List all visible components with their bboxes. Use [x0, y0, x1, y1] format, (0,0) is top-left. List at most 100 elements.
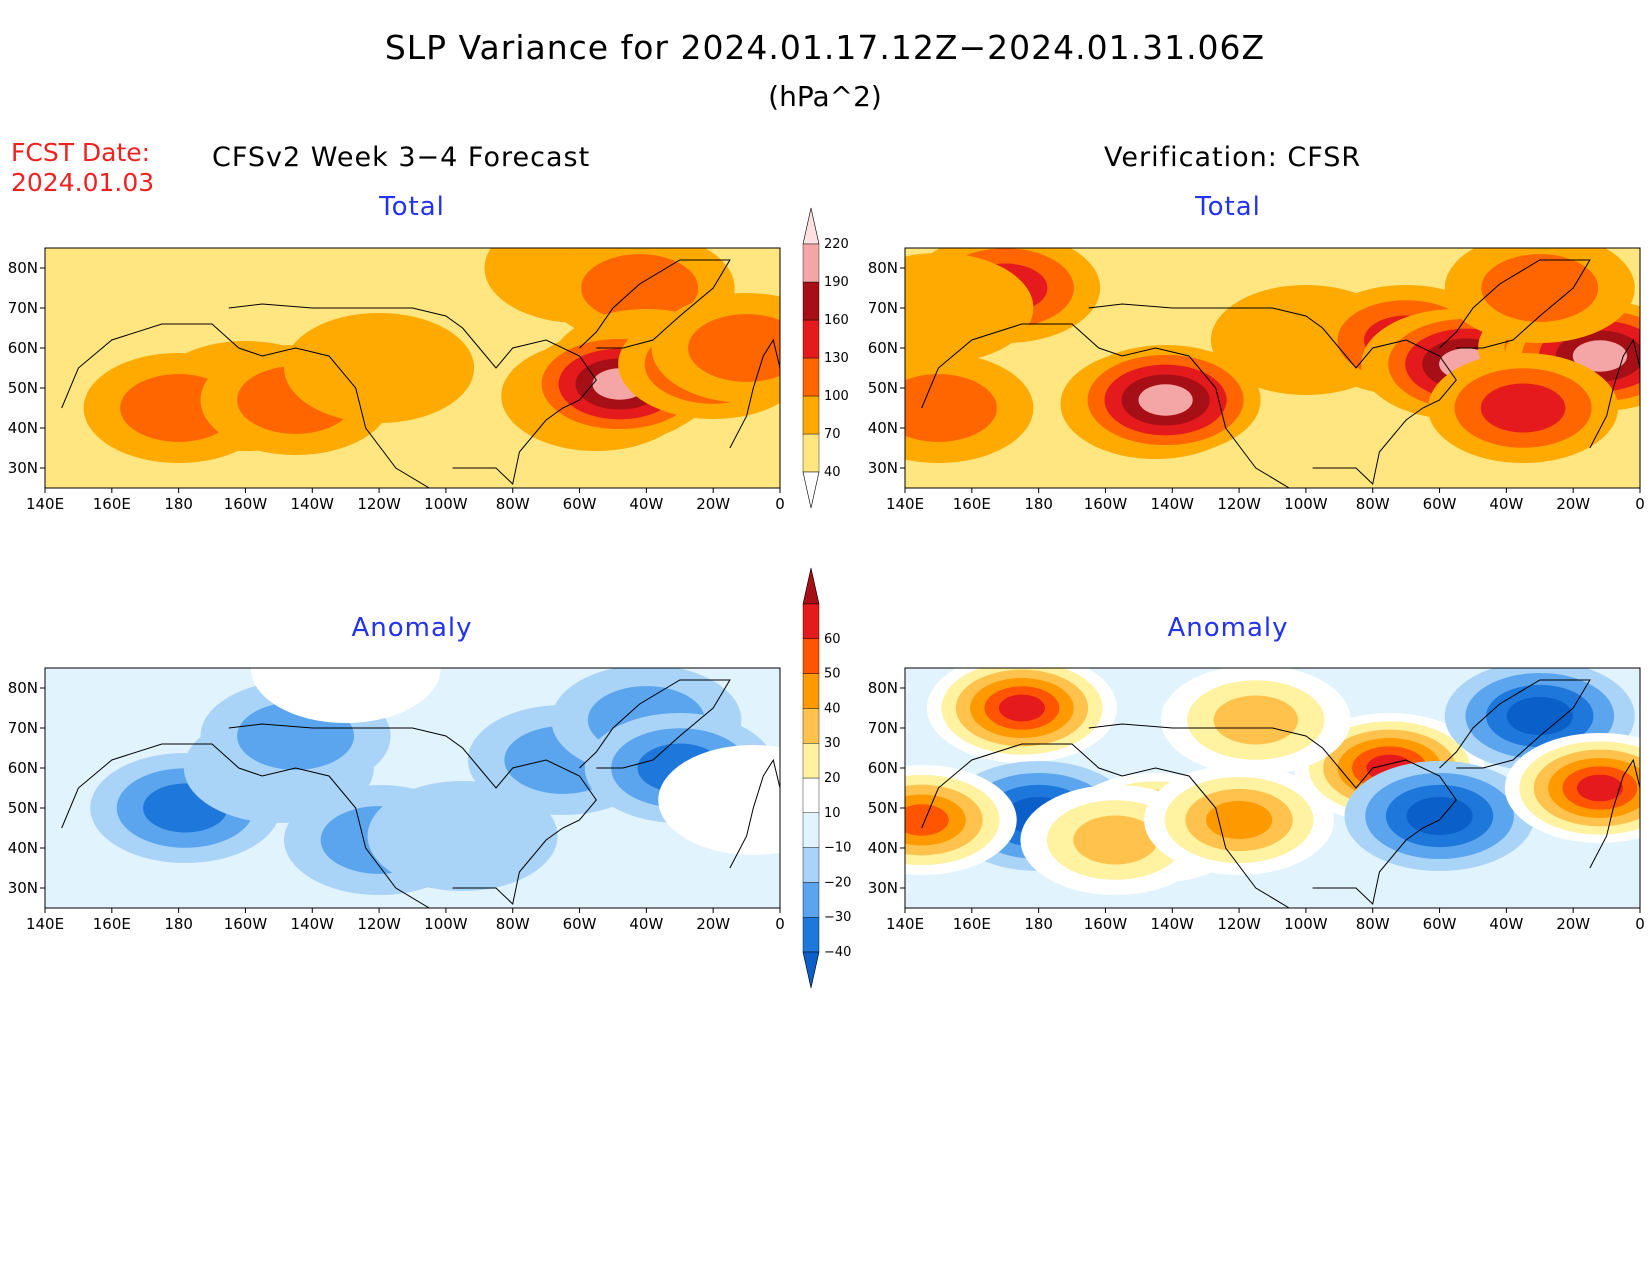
colorbar-swatch: [802, 847, 820, 883]
colorbar-swatch: [802, 812, 820, 848]
lon-label: 140E: [886, 915, 924, 933]
contour-fill-4-4: [1138, 384, 1193, 416]
lat-label: 30N: [8, 459, 38, 477]
colorbar-swatch: [802, 882, 820, 918]
fcst-date-label: FCST Date:: [11, 138, 151, 167]
coastline: [921, 259, 1640, 488]
lon-label: 80W: [496, 915, 530, 933]
lat-label: 80N: [868, 259, 898, 277]
colorbar-swatch: [802, 673, 820, 709]
contour-fill-4-0: [367, 781, 558, 891]
contour-fill-0-5: [998, 694, 1045, 722]
lon-label: 0: [775, 495, 785, 513]
figure-units: (hPa^2): [768, 80, 882, 113]
figure-title: SLP Variance for 2024.01.17.12Z−2024.01.…: [384, 28, 1266, 67]
colorbar-bottom-arrow: [802, 951, 820, 989]
contour-fill-8-3: [1506, 696, 1573, 736]
colorbar-label: 220: [824, 237, 849, 252]
panel-title-forecast-total: Total: [379, 192, 445, 222]
colorbar-swatch: [802, 433, 820, 473]
panel-title-verification-total: Total: [1195, 192, 1261, 222]
contour-fill-10-4: [1572, 340, 1628, 372]
lat-label: 40N: [868, 419, 898, 437]
contour-fill-7-3: [1406, 796, 1473, 836]
map-frame: [904, 247, 1641, 489]
lat-label: 50N: [868, 379, 898, 397]
coastline: [921, 679, 1640, 908]
lon-label: 160W: [224, 915, 268, 933]
contour-fill-4-0: [284, 313, 475, 423]
lon-label: 100W: [424, 495, 468, 513]
contour-fill-9-5: [1576, 774, 1623, 802]
colorbar-swatch: [802, 319, 820, 359]
lon-label: 160W: [1084, 915, 1128, 933]
lat-label: 50N: [868, 799, 898, 817]
lon-label: 40W: [1489, 495, 1523, 513]
lon-label: 20W: [696, 915, 730, 933]
colorbar-label: 40: [824, 465, 841, 480]
lat-label: 70N: [868, 299, 898, 317]
map-frame: [44, 247, 781, 489]
colorbar-label: 160: [824, 313, 849, 328]
contour-fill-13-1: [688, 314, 780, 382]
colorbar-label: 190: [824, 275, 849, 290]
lon-label: 180: [164, 915, 193, 933]
contour-fill-7-1: [581, 254, 699, 322]
lon-label: 140E: [26, 915, 64, 933]
lon-label: 160E: [953, 495, 991, 513]
colorbar-label: 60: [824, 632, 841, 647]
colorbar-top-arrow: [802, 567, 820, 605]
colorbar-swatch: [802, 243, 820, 283]
lat-label: 40N: [8, 419, 38, 437]
colorbar-bottom-arrow: [802, 471, 820, 509]
contour-fill-4-2: [1073, 815, 1158, 865]
colorbar-swatch: [802, 917, 820, 953]
fcst-date-value: 2024.01.03: [11, 168, 155, 197]
map-verification-anomaly: 80N 70N 60N 50N 40N 30N 140E 160E 180 160W 140W 120…: [868, 667, 1645, 933]
lon-label: 120W: [357, 495, 401, 513]
lat-label: 30N: [868, 879, 898, 897]
colorbar-swatch: [802, 357, 820, 397]
lon-label: 140W: [291, 915, 335, 933]
lon-label: 40W: [1489, 915, 1523, 933]
lon-label: 180: [1024, 915, 1053, 933]
colorbar-top-arrow: [802, 207, 820, 245]
colorbar-label: 70: [824, 427, 841, 442]
contour-fill-12-1: [1481, 254, 1599, 322]
colorbar-label: −30: [824, 910, 851, 925]
lon-label: 140W: [291, 495, 335, 513]
lon-label: 140W: [1151, 495, 1195, 513]
map-forecast-total: 80N 70N 60N 50N 40N 30N 140E 160E 180 160W 140W 120…: [8, 247, 785, 513]
lon-label: 0: [1635, 495, 1645, 513]
lon-label: 160W: [1084, 495, 1128, 513]
lon-label: 80W: [496, 495, 530, 513]
lat-label: 50N: [8, 379, 38, 397]
colorbar-swatch: [802, 281, 820, 321]
panel-title-forecast-anomaly: Anomaly: [351, 613, 473, 643]
lat-label: 70N: [8, 299, 38, 317]
lat-label: 30N: [8, 879, 38, 897]
contour-fill-8-0: [658, 745, 780, 855]
lon-label: 100W: [1284, 495, 1328, 513]
colorbar-label: −10: [824, 841, 851, 856]
colorbar-swatch: [802, 742, 820, 779]
lon-label: 180: [1024, 495, 1053, 513]
colorbar-label: 40: [824, 701, 841, 716]
map-frame: [904, 667, 1641, 909]
lon-label: 60W: [1423, 495, 1457, 513]
lat-label: 80N: [8, 259, 38, 277]
colorbar-label: 100: [824, 389, 849, 404]
contour-fill-10-2: [1213, 695, 1299, 745]
lon-label: 60W: [1423, 915, 1457, 933]
lat-label: 40N: [8, 839, 38, 857]
lon-label: 140W: [1151, 915, 1195, 933]
lat-label: 60N: [8, 759, 38, 777]
colorbar-label: 50: [824, 667, 841, 682]
contour-fill-2-4: [905, 804, 949, 836]
colorbar-swatch: [802, 395, 820, 435]
lon-label: 40W: [629, 495, 663, 513]
contour-fill-11-2: [1480, 383, 1566, 433]
colorbar-label: 30: [824, 736, 841, 751]
lon-label: 40W: [629, 915, 663, 933]
lat-label: 40N: [868, 839, 898, 857]
